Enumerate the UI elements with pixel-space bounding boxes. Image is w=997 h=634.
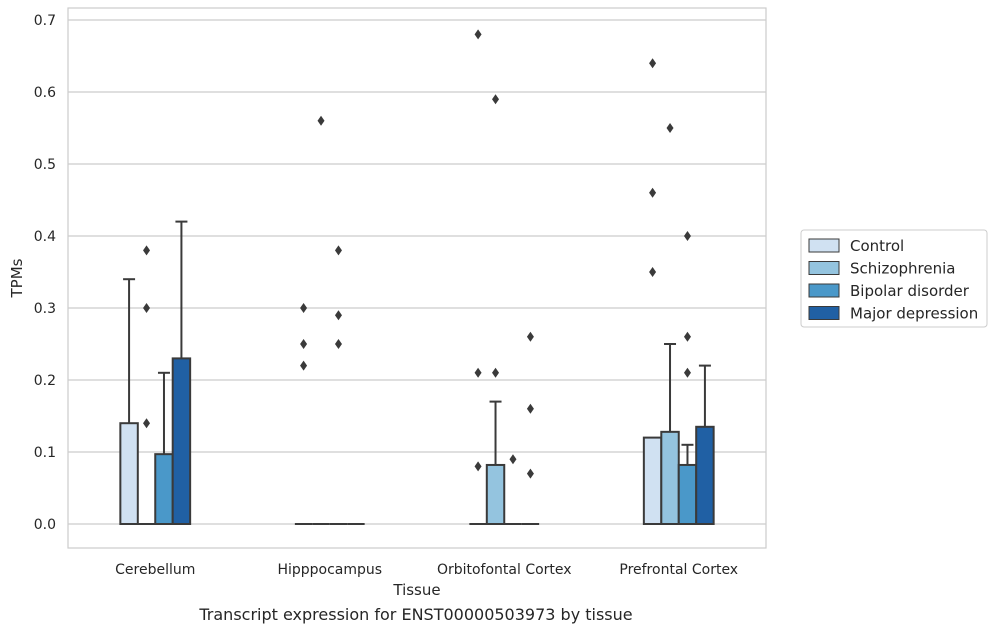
bar — [154, 453, 174, 525]
bar — [171, 357, 192, 525]
outlier-point — [683, 367, 691, 378]
outlier-point — [143, 303, 151, 313]
x-tick-label: Cerebellum — [115, 562, 195, 578]
y-tick-label: 0.5 — [34, 157, 56, 173]
y-tick-label: 0.2 — [34, 373, 56, 389]
outlier-point — [526, 331, 534, 342]
legend-swatch — [808, 238, 840, 253]
y-axis-label: TPMs — [8, 258, 26, 298]
legend-swatch — [808, 283, 840, 298]
y-tick-label: 0.0 — [34, 517, 56, 533]
outlier-point — [300, 339, 308, 349]
legend: Control Schizophrenia Bipolar disorder Majo… — [800, 229, 988, 328]
outlier-point — [334, 310, 342, 321]
outlier-point — [509, 454, 517, 465]
outlier-point — [474, 29, 482, 40]
legend-label: Bipolar disorder — [850, 282, 970, 300]
x-axis-label: Tissue — [392, 581, 440, 599]
outlier-point — [666, 123, 674, 133]
bar — [119, 422, 139, 526]
outlier-point — [649, 58, 657, 69]
outlier-point — [649, 187, 657, 198]
outlier-point — [492, 367, 500, 378]
x-tick-label: Orbitofontal Cortex — [437, 562, 572, 578]
legend-label: Control — [850, 237, 904, 255]
x-tick-labels: Cerebellum Hipppocampus Orbitofontal Corte… — [115, 562, 738, 578]
legend-label: Major depression — [850, 305, 978, 323]
y-tick-label: 0.3 — [34, 301, 56, 317]
outlier-point — [683, 331, 691, 342]
y-tick-label: 0.7 — [34, 13, 56, 29]
plot-area-frame — [67, 7, 767, 549]
outlier-point — [683, 231, 691, 241]
bar — [660, 430, 680, 525]
outlier-point — [492, 94, 500, 105]
y-tick-label: 0.1 — [34, 445, 56, 461]
x-tick-label: Prefrontal Cortex — [619, 562, 738, 578]
outlier-points — [143, 29, 691, 479]
legend-swatch — [808, 261, 840, 275]
outlier-point — [317, 115, 325, 126]
bar — [642, 436, 663, 526]
outlier-point — [300, 360, 308, 371]
chart-caption: Transcript expression for ENST0000050397… — [199, 605, 633, 624]
outlier-point — [649, 267, 657, 277]
outlier-point — [474, 367, 482, 378]
outlier-point — [474, 461, 482, 472]
outlier-point — [300, 303, 308, 313]
legend-frame — [800, 229, 988, 328]
bar — [485, 463, 506, 525]
legend-swatch — [808, 306, 840, 320]
x-tick-label: Hipppocampus — [277, 562, 382, 578]
legend-label: Schizophrenia — [850, 260, 955, 278]
outlier-point — [334, 245, 342, 256]
outlier-point — [143, 245, 151, 256]
y-tick-label: 0.6 — [34, 85, 56, 101]
y-tick-label: 0.4 — [34, 229, 56, 245]
outlier-point — [334, 339, 342, 349]
error-whiskers — [123, 220, 711, 465]
outlier-point — [143, 418, 151, 429]
bars — [119, 357, 715, 526]
y-tick-labels: 0.0 0.1 0.2 0.3 0.4 0.5 0.6 0.7 — [34, 13, 56, 533]
bar — [677, 463, 698, 525]
bar — [695, 425, 715, 525]
outlier-point — [526, 468, 534, 479]
outlier-point — [526, 403, 534, 414]
